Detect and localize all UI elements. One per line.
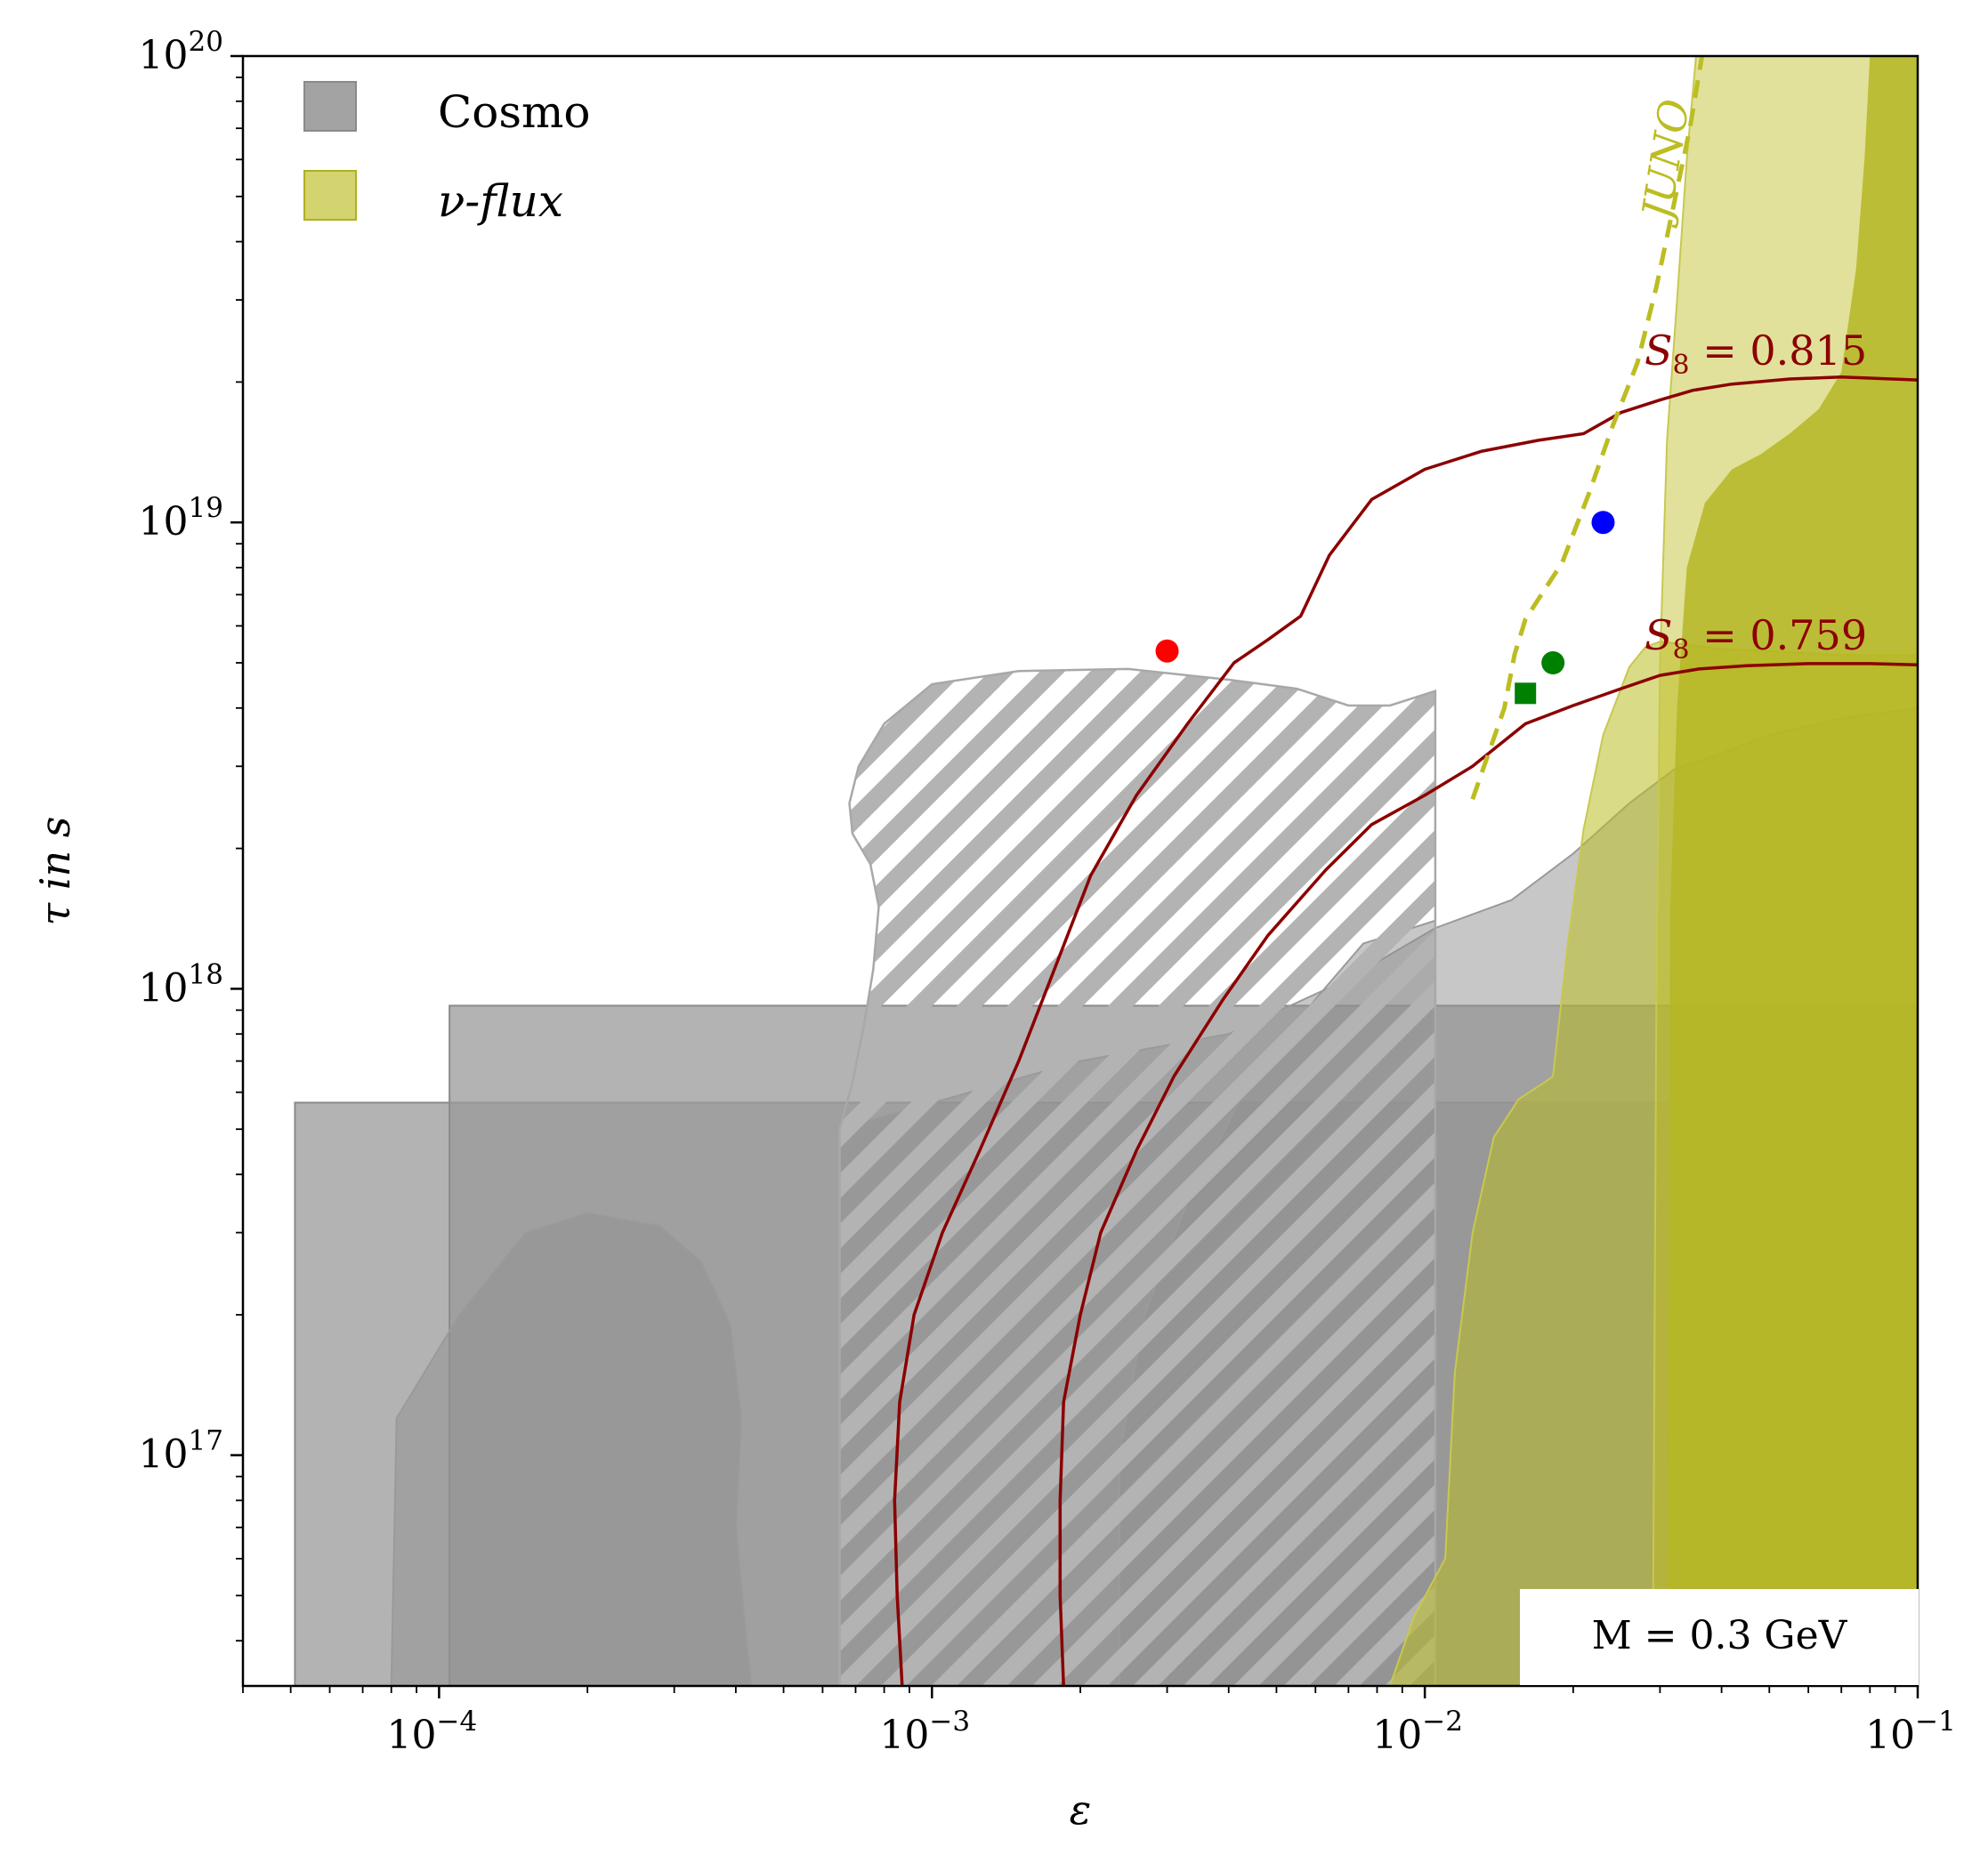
marker-point-2 <box>1541 650 1565 674</box>
y-tick-exponent: 19 <box>189 492 223 524</box>
s8-curve-1 <box>1058 662 1918 1686</box>
legend-label-nu-flux: ν-flux <box>438 175 563 227</box>
legend: Cosmo ν-flux <box>303 81 591 227</box>
y-tick-exponent: 17 <box>189 1425 223 1457</box>
x-tick-base: 10 <box>387 1713 437 1758</box>
y-tick-exponent: 18 <box>189 958 223 990</box>
x-tick-exponent: −3 <box>929 1706 970 1738</box>
regions-layer <box>294 56 1918 1686</box>
cosmo-blob-left-region <box>390 1212 753 1686</box>
y-tick-exponent: 20 <box>189 26 223 58</box>
x-tick-exponent: −1 <box>1915 1706 1956 1738</box>
x-axis-label: ε <box>1070 1786 1092 1834</box>
marker-point-1 <box>1591 511 1615 535</box>
s8-upper-symbol: S <box>1645 327 1673 375</box>
x-tick-label-0: 10−4 <box>387 1706 478 1758</box>
points-layer <box>1155 511 1615 705</box>
y-tick-base: 10 <box>139 965 189 1011</box>
marker-square-3 <box>1515 682 1537 705</box>
plot-area <box>294 56 1918 1686</box>
s8-upper-subscript: 8 <box>1673 350 1690 381</box>
x-tick-base: 10 <box>1372 1713 1422 1758</box>
y-tick-label-1: 1018 <box>139 958 223 1011</box>
mass-annotation: M = 0.3 GeV <box>1520 1589 1919 1685</box>
y-tick-base: 10 <box>139 499 189 544</box>
x-tick-label-1: 10−3 <box>879 1706 970 1758</box>
y-tick-label-3: 1020 <box>139 26 223 78</box>
y-tick-base: 10 <box>139 33 189 78</box>
x-tick-label-3: 10−1 <box>1865 1706 1956 1758</box>
s8-lower-label: S8 = 0.759 <box>1645 611 1867 665</box>
x-tick-exponent: −4 <box>437 1706 478 1738</box>
s8-lower-subscript: 8 <box>1673 634 1690 665</box>
cosmo-hatched-region <box>838 667 1437 1686</box>
y-tick-base: 10 <box>139 1432 189 1478</box>
y-tick-label-0: 1017 <box>139 1425 223 1478</box>
x-tick-exponent: −2 <box>1422 1706 1463 1738</box>
y-axis-label: τ in s <box>31 817 79 926</box>
s8-lower-symbol: S <box>1645 611 1673 659</box>
legend-swatch-cosmo <box>303 81 357 132</box>
x-tick-base: 10 <box>1865 1713 1915 1758</box>
s8-lower-value: = 0.759 <box>1690 611 1867 659</box>
marker-point-0 <box>1155 639 1179 663</box>
mass-annotation-box <box>1520 1589 1919 1685</box>
s8-upper-value: = 0.815 <box>1690 327 1867 375</box>
x-tick-base: 10 <box>879 1713 929 1758</box>
mass-annotation-text: M = 0.3 GeV <box>1592 1613 1848 1658</box>
lines-layer <box>893 56 1918 1686</box>
s8-curve-0 <box>893 375 1918 1686</box>
legend-swatch-nu-flux <box>303 170 357 221</box>
x-tick-label-2: 10−2 <box>1372 1706 1463 1758</box>
nu-flux-dark-region <box>1667 56 1918 1686</box>
y-tick-label-2: 1019 <box>139 492 223 544</box>
s8-upper-label: S8 = 0.815 <box>1645 327 1867 381</box>
legend-label-cosmo: Cosmo <box>438 86 591 138</box>
